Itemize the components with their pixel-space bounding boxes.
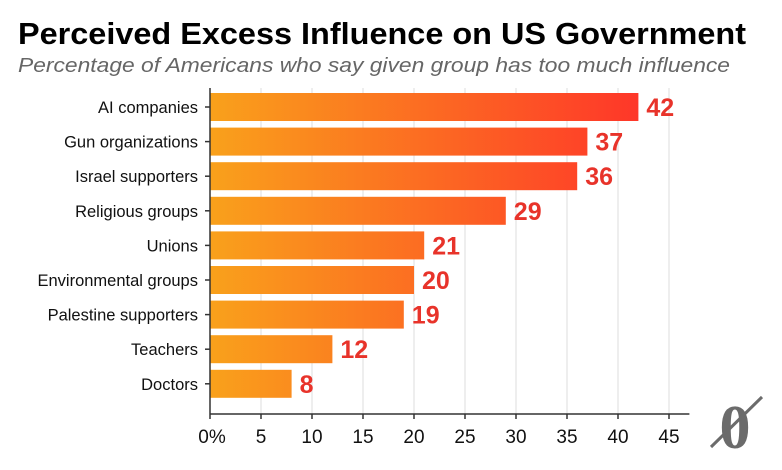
category-label: Environmental groups [37, 272, 198, 290]
value-label: 29 [514, 198, 542, 226]
value-label: 42 [646, 94, 674, 122]
x-tick-label: 30 [505, 427, 526, 448]
axes: 0% 5 10 15 20 25 30 35 40 45 AI companies Gun organ… [37, 88, 690, 448]
x-tick-label: 20 [403, 427, 424, 448]
chart-title: Perceived Excess Influence on US Governm… [18, 16, 746, 51]
value-label: 8 [300, 371, 314, 399]
category-label: AI companies [98, 99, 198, 117]
x-tick-label: 25 [454, 427, 475, 448]
category-label: Gun organizations [64, 134, 198, 152]
x-tick-label: 35 [556, 427, 577, 448]
bar [210, 300, 404, 329]
x-tick-label: 10 [301, 427, 322, 448]
x-tick-label: 0% [198, 427, 226, 448]
category-label: Unions [147, 237, 198, 255]
logo: 0 [709, 394, 764, 462]
value-label: 36 [585, 163, 613, 191]
x-tick-label: 40 [607, 427, 628, 448]
bars: 42 37 36 29 21 20 19 12 8 [210, 93, 674, 399]
bar [210, 127, 588, 156]
x-tick-label: 5 [256, 427, 267, 448]
bar [210, 335, 333, 364]
value-label: 20 [422, 267, 450, 295]
x-tick-label: 45 [658, 427, 679, 448]
category-label: Teachers [131, 341, 198, 359]
value-label: 37 [595, 129, 623, 157]
bar [210, 266, 414, 294]
value-label: 21 [432, 232, 460, 260]
category-label: Religious groups [75, 203, 198, 221]
value-label: 12 [340, 336, 368, 364]
bar [210, 196, 506, 225]
chart-subtitle: Percentage of Americans who say given gr… [18, 55, 730, 77]
category-label: Palestine supporters [48, 307, 198, 325]
value-label: 19 [412, 302, 440, 330]
bar [210, 231, 425, 260]
bar [210, 93, 639, 121]
category-label: Israel supporters [75, 168, 198, 186]
x-tick-label: 15 [352, 427, 373, 448]
bar [210, 162, 578, 191]
logo-slash [709, 395, 764, 449]
bar [210, 369, 292, 398]
logo-zero: 0 [720, 394, 751, 462]
category-label: Doctors [141, 376, 198, 394]
